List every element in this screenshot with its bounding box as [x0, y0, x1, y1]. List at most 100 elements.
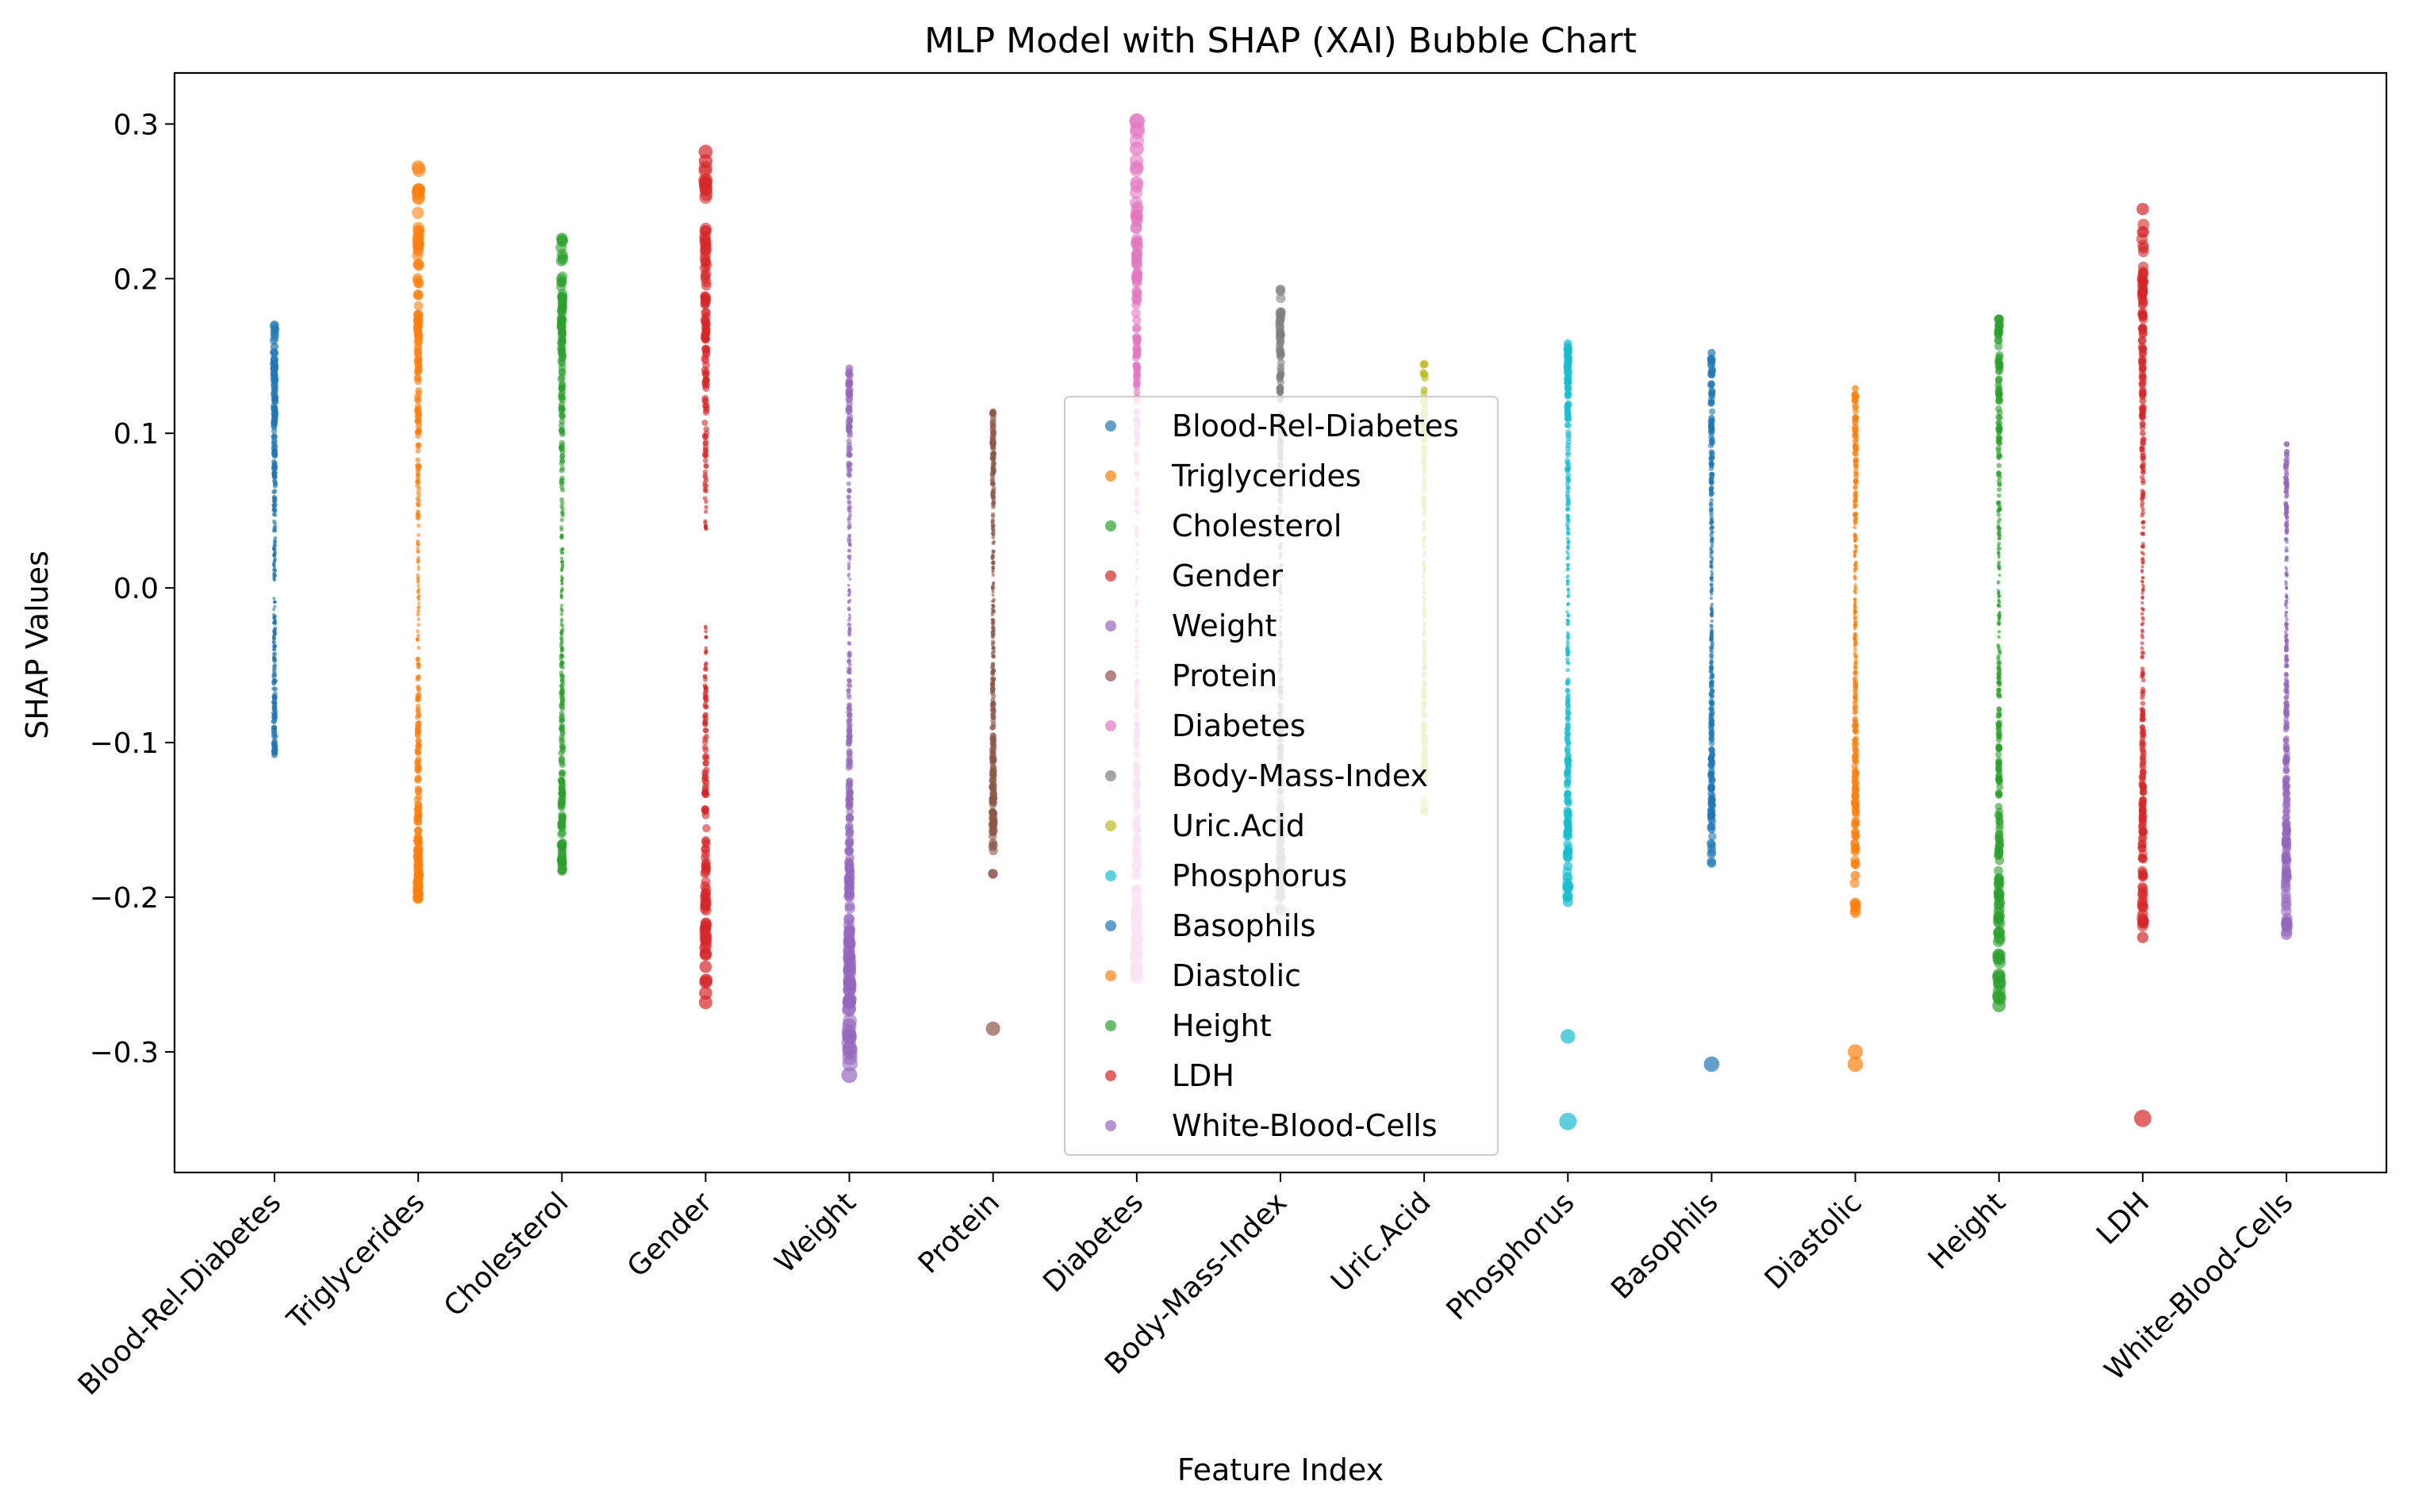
data-point: [413, 827, 423, 835]
data-point: [1851, 800, 1860, 808]
data-point: [1710, 611, 1714, 616]
data-point: [2138, 345, 2148, 354]
data-point: [272, 673, 278, 678]
data-point: [2140, 616, 2144, 620]
x-axis-label: Feature Index: [1177, 1453, 1384, 1487]
data-point: [1994, 892, 2005, 903]
data-point: [1994, 803, 2003, 811]
data-point: [1995, 384, 2003, 392]
data-point: [702, 368, 710, 377]
data-point: [273, 600, 277, 604]
legend-marker: [1105, 870, 1116, 881]
data-point: [413, 342, 423, 351]
data-point: [2282, 758, 2290, 765]
data-point: [989, 810, 997, 819]
data-point: [847, 524, 851, 529]
data-point: [1710, 635, 1714, 639]
data-point: [2140, 612, 2144, 616]
data-point: [1853, 456, 1860, 462]
data-point: [846, 722, 852, 728]
legend-label: Weight: [1172, 608, 1277, 643]
data-point: [2140, 501, 2145, 505]
series-Blood-Rel-Diabetes: [269, 320, 280, 758]
data-point: [1996, 643, 2001, 648]
data-point: [413, 225, 424, 238]
data-point: [701, 345, 710, 355]
data-point: [1708, 438, 1715, 444]
data-point: [1852, 525, 1857, 530]
y-tick-label: 0.3: [113, 109, 159, 141]
data-point: [416, 508, 420, 514]
data-point: [1709, 408, 1716, 415]
data-point: [1708, 767, 1715, 774]
data-point: [559, 389, 566, 396]
data-point: [412, 206, 424, 219]
data-point: [558, 803, 566, 812]
data-point: [271, 424, 278, 431]
data-point: [1275, 308, 1284, 317]
data-point: [271, 433, 277, 440]
data-point: [702, 720, 708, 726]
data-point: [1852, 385, 1860, 393]
data-point: [1997, 560, 2001, 564]
data-point: [556, 232, 568, 244]
data-point: [2284, 691, 2290, 697]
data-point: [1564, 767, 1572, 774]
data-point: [557, 866, 567, 876]
data-point: [1563, 339, 1572, 348]
data-point: [845, 408, 852, 416]
data-point: [2140, 453, 2147, 459]
data-point: [847, 593, 851, 597]
data-point: [416, 549, 420, 553]
data-point: [272, 541, 277, 545]
data-point: [559, 556, 564, 560]
data-point: [1993, 913, 2005, 925]
data-point: [559, 704, 566, 709]
data-point: [558, 823, 566, 832]
data-point: [1276, 294, 1286, 304]
data-point: [1852, 589, 1856, 593]
data-point: [2137, 881, 2148, 892]
legend-label: Diastolic: [1172, 958, 1301, 993]
data-point: [847, 505, 852, 510]
data-point: [2284, 654, 2289, 658]
data-point: [989, 768, 996, 775]
data-point: [559, 673, 564, 678]
data-point: [557, 839, 566, 849]
data-point: [415, 684, 420, 689]
data-point: [559, 731, 566, 737]
data-point: [1710, 490, 1715, 496]
data-point: [1707, 773, 1715, 781]
chart-title: MLP Model with SHAP (XAI) Bubble Chart: [924, 21, 1637, 61]
data-point: [704, 661, 708, 666]
data-point: [703, 520, 708, 525]
data-point: [560, 559, 565, 563]
data-point: [1564, 709, 1571, 716]
data-point: [559, 548, 563, 552]
data-point: [559, 758, 566, 766]
data-point: [1853, 490, 1858, 496]
data-point: [1996, 493, 2002, 498]
data-point: [1851, 827, 1860, 837]
data-point: [272, 699, 278, 704]
data-point: [1131, 233, 1143, 245]
data-point: [2282, 819, 2291, 828]
data-point: [2140, 650, 2144, 655]
data-point: [991, 677, 996, 682]
data-point: [413, 835, 422, 845]
data-point: [271, 668, 277, 673]
data-point: [1853, 598, 1857, 602]
data-point: [2141, 583, 2144, 587]
data-point: [558, 750, 565, 757]
data-point: [1852, 769, 1860, 777]
data-point: [415, 447, 421, 454]
data-point: [1710, 619, 1714, 624]
data-point: [1852, 728, 1859, 735]
data-point: [1565, 652, 1570, 657]
data-point: [1563, 839, 1572, 849]
data-point: [991, 693, 996, 699]
data-point: [2140, 430, 2146, 436]
data-point: [271, 655, 276, 660]
data-point: [416, 575, 420, 579]
data-point: [1995, 447, 2002, 454]
